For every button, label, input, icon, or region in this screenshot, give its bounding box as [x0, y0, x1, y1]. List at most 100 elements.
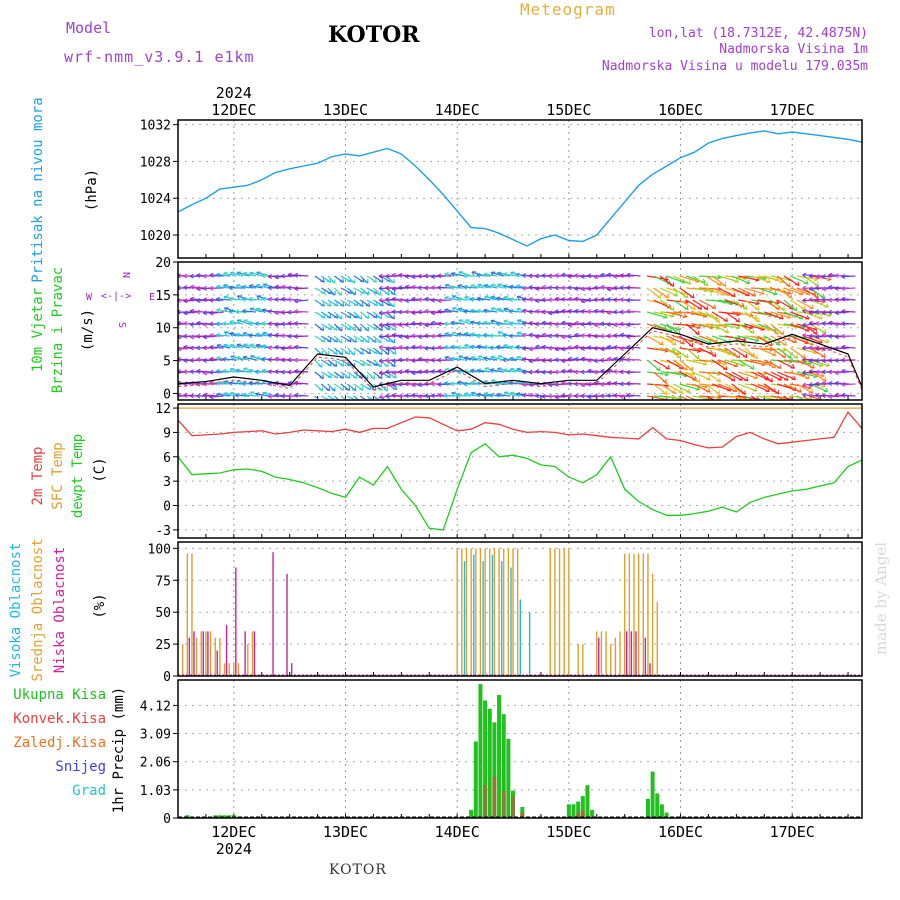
wind-arrow-head [339, 302, 345, 307]
wind-arrow [718, 371, 736, 382]
wind-arrow-head [222, 356, 227, 362]
wind-arrow-head [815, 381, 820, 387]
wind-arrow-head [483, 344, 488, 350]
wind-arrow-head [216, 392, 221, 398]
wind-arrow [386, 383, 398, 391]
cloud-ylabel-low: Niska Oblacnost [52, 547, 68, 673]
wind-arrow [744, 347, 758, 360]
wind-arrow [646, 347, 669, 352]
wind-arrow-head [567, 296, 572, 302]
wind-arrow [841, 298, 856, 301]
wind-arrow [321, 359, 332, 367]
wind-arrow-head [535, 334, 540, 340]
wind-arrow-head [189, 308, 195, 314]
wind-arrow [327, 323, 338, 331]
wind-arrow-head [814, 281, 819, 287]
wind-arrow-head [451, 295, 457, 300]
wind-arrow-head [248, 284, 254, 289]
wind-arrow-head [496, 296, 501, 302]
wind-speed-line [177, 327, 863, 388]
wind-arrow [554, 323, 569, 326]
pressure-ylabel: Pritisak na nivou mora [30, 97, 46, 282]
wind-arrow-head [802, 392, 807, 398]
wind-arrow [347, 383, 357, 392]
wind-arrow [294, 335, 309, 338]
wind-arrow-head [202, 345, 207, 351]
wind-arrow [738, 275, 760, 281]
wind-arrow [444, 296, 459, 301]
wind-arrow [373, 311, 382, 320]
wind-arrow [783, 287, 804, 295]
precip-bar-0 [664, 812, 669, 818]
wind-arrow-head [236, 343, 242, 349]
wind-arrow-head [771, 351, 777, 357]
wind-arrow-head [470, 380, 475, 386]
wind-arrow [327, 335, 338, 343]
wind-arrow-head [202, 310, 208, 316]
wind-arrow [216, 285, 231, 289]
wind-arrow-head [593, 333, 598, 339]
wind-arrow [509, 357, 524, 361]
wind-arrow-head [202, 297, 207, 303]
wind-arrow-head [235, 368, 240, 374]
wind-arrow-head [351, 290, 357, 296]
wind-arrow-head [235, 309, 240, 315]
wind-arrow-head [215, 296, 221, 302]
wind-arrow [483, 284, 498, 289]
wind-arrow [841, 287, 856, 290]
wind-arrow [685, 323, 700, 336]
wind-arrow-head [821, 320, 826, 326]
wind-arrow-head [385, 333, 390, 339]
wind-arrow [613, 334, 628, 337]
wind-arrow-head [183, 310, 188, 316]
wind-arrow-head [580, 274, 585, 280]
wind-arrow [437, 286, 452, 289]
wind-arrow [790, 323, 810, 332]
precip-bar-0 [469, 809, 474, 818]
wind-arrow-head [528, 392, 533, 398]
wind-arrow [398, 286, 413, 289]
wind-arrow [646, 335, 664, 346]
wind-arrow-head [515, 272, 520, 278]
wind-arrow-head [716, 377, 721, 383]
cloud_cover-ytick-label-4: 100 [148, 542, 171, 557]
wind-arrow [320, 383, 330, 392]
wind-arrow-head [715, 390, 721, 395]
wind-arrow-head [502, 284, 508, 290]
wind-ytick-label-2: 10 [155, 322, 171, 337]
wind-arrow-head [580, 286, 586, 292]
wind-arrow [790, 287, 810, 295]
wind-arrow-head [327, 373, 332, 379]
wind-arrow [600, 347, 615, 350]
wind-arrow-head [377, 362, 382, 368]
wind-arrow-head [171, 346, 175, 350]
wind-arrow-head [802, 332, 807, 338]
wind-arrow-head [398, 369, 403, 375]
wind-arrow-head [223, 343, 228, 349]
wind-arrow-head [183, 321, 188, 327]
wind-arrow-head [261, 368, 266, 374]
wind-arrow-head [797, 388, 802, 393]
wind-arrow-head [619, 332, 625, 338]
wind-arrow [751, 275, 771, 283]
wind-arrow [776, 275, 791, 288]
wind-arrow-head [741, 390, 746, 395]
wind-arrow-head [828, 297, 833, 303]
wind-arrow-head [509, 367, 515, 373]
wind-arrow [249, 343, 263, 349]
wind-arrow [268, 358, 283, 361]
wind-arrow-head [294, 298, 299, 304]
wind-arrow [321, 371, 332, 379]
wind-arrow-head [267, 393, 273, 399]
wind-arrow-head [815, 321, 820, 327]
wind-arrow-head [183, 393, 188, 399]
wind-arrow-head [703, 281, 709, 287]
wind-arrow-head [834, 380, 839, 386]
precip-bar-0 [590, 809, 595, 818]
wind-arrow [379, 275, 391, 283]
wind-arrow-head [805, 315, 810, 320]
wind-arrow-head [267, 309, 273, 315]
wind-arrow [744, 287, 765, 295]
wind-arrow [751, 347, 774, 351]
wind-arrow-head [346, 374, 351, 379]
